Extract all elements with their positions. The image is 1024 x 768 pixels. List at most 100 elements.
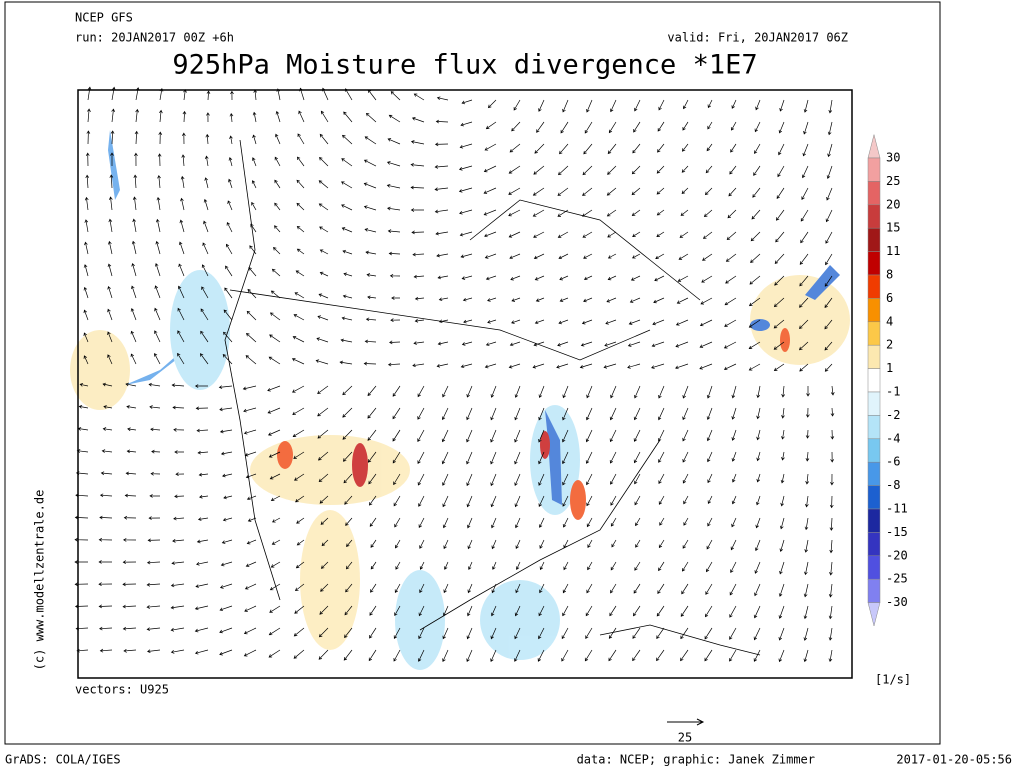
wind-arrow: [562, 583, 569, 594]
wind-arrow: [632, 627, 641, 639]
wind-arrow: [434, 142, 449, 147]
colorbar-swatch: [867, 274, 881, 299]
wind-arrow: [487, 297, 497, 302]
wind-arrow: [180, 175, 185, 189]
wind-arrow: [632, 649, 641, 662]
footer-center: data: NCEP; graphic: Janek Zimmer: [577, 753, 815, 767]
wind-arrow: [342, 385, 353, 396]
wind-arrow: [459, 143, 473, 149]
wind-arrow: [825, 209, 833, 223]
wind-arrow: [485, 275, 497, 281]
wind-arrow: [585, 407, 593, 421]
wind-arrow: [631, 187, 641, 196]
wind-arrow: [682, 385, 689, 399]
wind-arrow: [341, 134, 353, 145]
wind-arrow: [293, 649, 305, 659]
wind-arrow: [269, 583, 281, 591]
wind-arrow: [514, 473, 521, 487]
wind-arrow: [706, 143, 713, 152]
wind-arrow: [723, 363, 737, 371]
wind-arrow: [458, 187, 473, 193]
wind-arrow: [243, 429, 257, 435]
wind-arrow: [651, 341, 665, 348]
wind-arrow: [778, 605, 785, 619]
wind-arrow: [83, 309, 89, 321]
wind-arrow: [461, 341, 473, 346]
wind-arrow: [459, 231, 473, 237]
wind-arrow: [342, 249, 353, 255]
wind-arrow: [275, 133, 281, 145]
wind-arrow: [799, 363, 809, 372]
wind-arrow: [418, 605, 425, 617]
wind-arrow: [490, 627, 497, 640]
wind-arrow: [133, 174, 138, 189]
wind-arrow: [365, 317, 377, 322]
wind-arrow: [484, 231, 497, 238]
wind-arrow: [297, 156, 305, 167]
wind-arrow: [704, 649, 713, 662]
wind-arrow: [467, 539, 473, 550]
wind-arrow: [294, 583, 305, 592]
wind-arrow: [490, 407, 497, 421]
wind-arrow: [515, 539, 521, 550]
map-frame: [77, 89, 853, 679]
wind-arrow: [724, 297, 737, 306]
wind-arrow: [509, 341, 521, 347]
wind-arrow: [150, 427, 161, 432]
wind-arrow: [753, 649, 761, 662]
wind-arrow: [608, 627, 617, 639]
wind-arrow: [756, 407, 761, 420]
wind-arrow: [292, 407, 305, 415]
wind-arrow: [754, 143, 761, 154]
wind-arrow: [725, 253, 737, 262]
wind-arrow: [370, 539, 377, 548]
wind-arrow: [268, 627, 281, 636]
wind-arrow: [828, 627, 833, 641]
wind-arrow: [83, 332, 89, 343]
wind-arrow: [802, 143, 809, 157]
wind-arrow: [610, 495, 617, 506]
wind-arrow: [829, 495, 834, 509]
wind-arrow: [412, 363, 425, 368]
wind-arrow: [679, 231, 689, 238]
wind-arrow: [84, 196, 89, 211]
wind-arrow: [511, 319, 521, 324]
wind-arrow: [634, 473, 641, 485]
shade: [780, 328, 790, 352]
wind-arrow: [134, 130, 139, 145]
wind-arrow: [801, 187, 809, 201]
wind-arrow: [799, 275, 809, 287]
wind-arrow: [197, 517, 209, 521]
wind-arrow: [436, 96, 449, 101]
wind-arrow: [586, 517, 593, 528]
wind-arrow: [514, 451, 521, 465]
wind-arrow: [394, 583, 401, 593]
wind-arrow: [756, 385, 761, 399]
wind-arrow: [490, 649, 497, 663]
wind-arrow: [631, 165, 641, 175]
wind-arrow: [462, 297, 473, 302]
wind-arrow: [727, 209, 737, 219]
colorbar-label: -1: [886, 385, 900, 399]
wind-arrow: [363, 361, 377, 366]
wind-arrow: [828, 583, 833, 598]
wind-arrow: [514, 429, 521, 443]
wind-arrow: [675, 363, 689, 370]
wind-arrow: [607, 231, 617, 238]
wind-arrow: [244, 451, 257, 457]
wind-arrow: [220, 451, 233, 456]
wind-arrow: [363, 159, 377, 167]
wind-arrow: [538, 627, 545, 640]
wind-arrow: [345, 517, 353, 526]
wind-arrow: [487, 99, 497, 109]
wind-arrow: [222, 354, 233, 365]
wind-arrow: [557, 187, 569, 196]
wind-arrow: [342, 451, 353, 462]
wind-arrow: [632, 143, 641, 154]
colorbar-swatch: [867, 415, 881, 440]
wind-arrow: [728, 187, 737, 197]
wind-arrow: [633, 429, 641, 442]
wind-arrow: [466, 451, 473, 465]
wind-arrow: [247, 517, 257, 522]
wind-arrow: [243, 407, 257, 413]
